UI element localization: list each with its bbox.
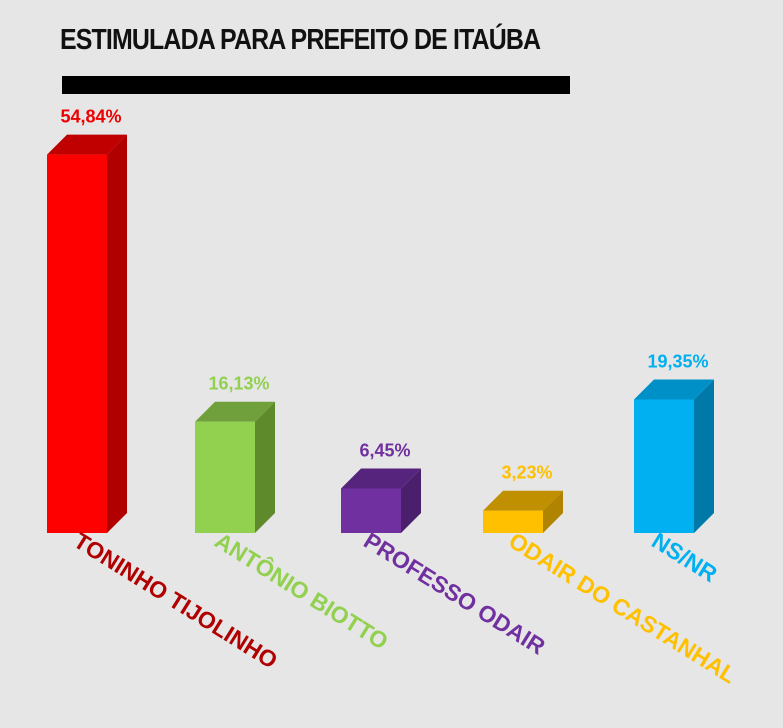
bar-side (401, 468, 421, 533)
bar-top (634, 379, 714, 400)
bar-side (543, 490, 563, 533)
bar-side (255, 401, 275, 533)
title-underline-bar (62, 76, 570, 94)
bar (341, 488, 401, 533)
data-label: 16,13% (208, 374, 269, 394)
bar-top (47, 134, 127, 155)
bar-top (341, 468, 421, 489)
bar (195, 421, 255, 533)
bar-top (483, 490, 563, 511)
data-label: 3,23% (501, 463, 552, 483)
category-label: NS/NR (647, 527, 722, 587)
bar (634, 399, 694, 533)
bar (47, 154, 107, 533)
bar-side (694, 379, 714, 533)
data-label: 54,84% (60, 107, 121, 127)
data-label: 6,45% (359, 440, 410, 460)
bar-top (195, 401, 275, 422)
bar (483, 510, 543, 533)
category-label: ODAIR DO CASTANHAL (504, 527, 741, 688)
data-label: 19,35% (647, 351, 708, 371)
chart-title: ESTIMULADA PARA PREFEITO DE ITAÚBA (60, 24, 541, 56)
bar-side (107, 134, 127, 533)
